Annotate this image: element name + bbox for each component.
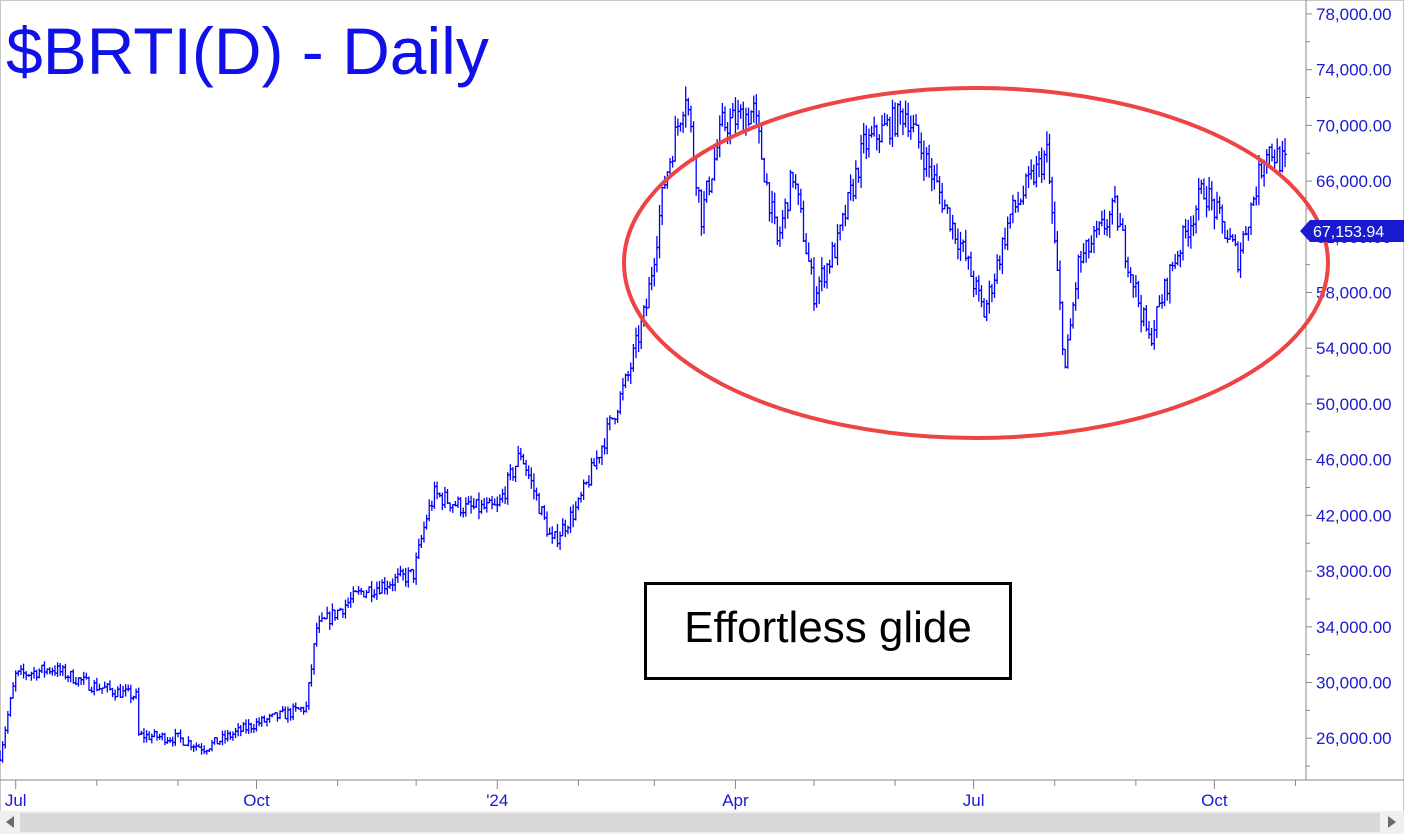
y-tick-label: 70,000.00 (1316, 116, 1392, 135)
y-tick-label: 58,000.00 (1316, 284, 1392, 303)
last-value-tag: 67,153.94 (1300, 220, 1404, 242)
last-value-label: 67,153.94 (1313, 224, 1384, 241)
x-tick-label: Jul (5, 791, 27, 810)
last-value-marker (1300, 220, 1404, 242)
annotation-box (644, 582, 1012, 680)
x-tick-label: Oct (1201, 791, 1228, 810)
y-tick-label: 26,000.00 (1316, 729, 1392, 748)
y-tick-label: 42,000.00 (1316, 506, 1392, 525)
y-tick-label: 66,000.00 (1316, 172, 1392, 191)
horizontal-scrollbar[interactable] (0, 811, 1404, 834)
highlight-ellipse (622, 86, 1330, 440)
y-tick-label: 74,000.00 (1316, 61, 1392, 80)
scroll-right-arrow-icon[interactable] (1388, 816, 1396, 828)
y-tick-label: 34,000.00 (1316, 618, 1392, 637)
annotation-text: Effortless glide (684, 603, 972, 652)
scrollbar-thumb[interactable] (20, 813, 1380, 832)
x-tick-label: Apr (722, 791, 749, 810)
price-bars (0, 86, 1288, 763)
y-tick-label: 50,000.00 (1316, 395, 1392, 414)
y-tick-label: 78,000.00 (1316, 5, 1392, 24)
y-tick-label: 54,000.00 (1316, 339, 1392, 358)
y-axis-ticks: 26,000.00 30,000.00 34,000.00 38,000.00 42,0… (1306, 5, 1392, 767)
y-tick-label: 46,000.00 (1316, 451, 1392, 470)
x-tick-label: '24 (486, 791, 508, 810)
x-tick-label: Oct (243, 791, 270, 810)
chart-title: $BRTI(D) - Daily (6, 14, 489, 88)
x-axis-ticks: Jul Oct '24 Apr Jul Oct (5, 780, 1297, 810)
scroll-left-arrow-icon[interactable] (6, 816, 14, 828)
y-tick-label: 30,000.00 (1316, 674, 1392, 693)
price-bar (1283, 138, 1288, 168)
y-tick-label: 38,000.00 (1316, 562, 1392, 581)
x-tick-label: Jul (963, 791, 985, 810)
